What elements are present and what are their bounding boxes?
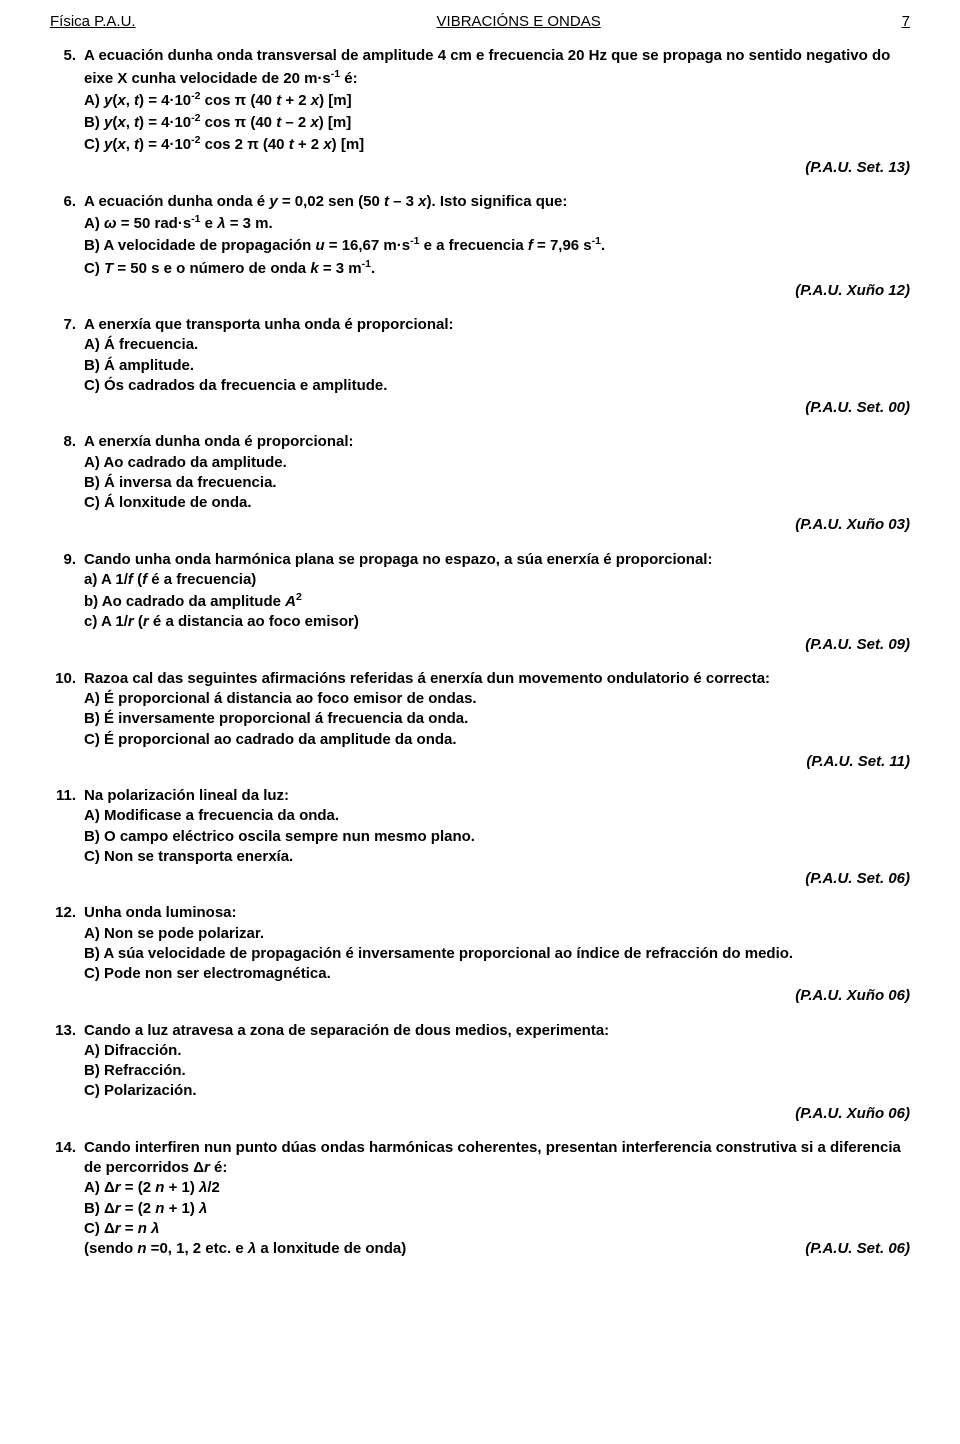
question-number: 10. <box>50 669 84 772</box>
question-number: 12. <box>50 903 84 1006</box>
question-body: A ecuación dunha onda transversal de amp… <box>84 46 910 178</box>
question-source-tag: (P.A.U. Xuño 06) <box>84 986 910 1006</box>
question-option: B) Á inversa da frecuencia. <box>84 473 910 493</box>
question-option: A) ω = 50 rad·s-1 e λ = 3 m. <box>84 212 910 234</box>
question-option: B) É inversamente proporcional á frecuen… <box>84 709 910 729</box>
question-option: C) y(x, t) = 4·10-2 cos 2 π (40 t + 2 x)… <box>84 133 910 155</box>
question: 12.Unha onda luminosa:A) Non se pode pol… <box>50 903 910 1006</box>
question-number: 14. <box>50 1138 84 1260</box>
question-body: A enerxía que transporta unha onda é pro… <box>84 315 910 418</box>
page-header: Física P.A.U. VIBRACIÓNS E ONDAS 7 <box>50 12 910 32</box>
question-text: A ecuación dunha onda transversal de amp… <box>84 46 910 89</box>
question-option: A) y(x, t) = 4·10-2 cos π (40 t + 2 x) [… <box>84 89 910 111</box>
question-option: B) A súa velocidade de propagación é inv… <box>84 944 910 964</box>
question-option: C) Pode non ser electromagnética. <box>84 964 910 984</box>
question-option: A) Δr = (2 n + 1) λ/2 <box>84 1178 910 1198</box>
question-option: A) Á frecuencia. <box>84 335 910 355</box>
question-list: 5.A ecuación dunha onda transversal de a… <box>50 46 910 1259</box>
question: 13.Cando a luz atravesa a zona de separa… <box>50 1021 910 1124</box>
question-body: A enerxía dunha onda é proporcional:A) A… <box>84 432 910 535</box>
question-option: C) T = 50 s e o número de onda k = 3 m-1… <box>84 257 910 279</box>
question-option: B) A velocidade de propagación u = 16,67… <box>84 234 910 256</box>
question-option: A) Non se pode polarizar. <box>84 924 910 944</box>
question-text: Cando a luz atravesa a zona de separació… <box>84 1021 910 1041</box>
question-number: 9. <box>50 550 84 655</box>
question-source-tag: (P.A.U. Set. 00) <box>84 398 910 418</box>
question-option: B) Refracción. <box>84 1061 910 1081</box>
question-source-tag: (P.A.U. Set. 06) <box>805 1239 910 1259</box>
question-text: Cando unha onda harmónica plana se propa… <box>84 550 910 570</box>
question-lastline: (sendo n =0, 1, 2 etc. e λ a lonxitude d… <box>84 1239 910 1259</box>
question: 8.A enerxía dunha onda é proporcional:A)… <box>50 432 910 535</box>
question-body: Na polarización lineal da luz:A) Modific… <box>84 786 910 889</box>
question-option: C) Ós cadrados da frecuencia e amplitude… <box>84 376 910 396</box>
question-body: Unha onda luminosa:A) Non se pode polari… <box>84 903 910 1006</box>
question-body: Razoa cal das seguintes afirmacións refe… <box>84 669 910 772</box>
question-source-tag: (P.A.U. Set. 09) <box>84 635 910 655</box>
question-body: Cando unha onda harmónica plana se propa… <box>84 550 910 655</box>
question-option: c) A 1/r (r é a distancia ao foco emisor… <box>84 612 910 632</box>
question-option: b) Ao cadrado da amplitude A2 <box>84 590 910 612</box>
question-option: B) y(x, t) = 4·10-2 cos π (40 t – 2 x) [… <box>84 111 910 133</box>
header-left: Física P.A.U. <box>50 12 136 32</box>
question-option: C) Polarización. <box>84 1081 910 1101</box>
question-note: (sendo n =0, 1, 2 etc. e λ a lonxitude d… <box>84 1239 406 1259</box>
question-option: C) Non se transporta enerxía. <box>84 847 910 867</box>
question: 11.Na polarización lineal da luz:A) Modi… <box>50 786 910 889</box>
question-option: C) Á lonxitude de onda. <box>84 493 910 513</box>
question-text: Cando interfiren nun punto dúas ondas ha… <box>84 1138 910 1179</box>
question-option: A) É proporcional á distancia ao foco em… <box>84 689 910 709</box>
question-source-tag: (P.A.U. Xuño 12) <box>84 281 910 301</box>
question-number: 7. <box>50 315 84 418</box>
question: 9.Cando unha onda harmónica plana se pro… <box>50 550 910 655</box>
question: 10.Razoa cal das seguintes afirmacións r… <box>50 669 910 772</box>
question: 7.A enerxía que transporta unha onda é p… <box>50 315 910 418</box>
question-body: Cando a luz atravesa a zona de separació… <box>84 1021 910 1124</box>
question-number: 8. <box>50 432 84 535</box>
question: 6.A ecuación dunha onda é y = 0,02 sen (… <box>50 192 910 301</box>
question-number: 11. <box>50 786 84 889</box>
question-source-tag: (P.A.U. Set. 06) <box>84 869 910 889</box>
header-right: 7 <box>902 12 910 32</box>
question-source-tag: (P.A.U. Xuño 06) <box>84 1104 910 1124</box>
question-text: Razoa cal das seguintes afirmacións refe… <box>84 669 910 689</box>
question: 5.A ecuación dunha onda transversal de a… <box>50 46 910 178</box>
question-source-tag: (P.A.U. Set. 11) <box>84 752 910 772</box>
question-source-tag: (P.A.U. Xuño 03) <box>84 515 910 535</box>
question-option: A) Modificase a frecuencia da onda. <box>84 806 910 826</box>
question-text: A ecuación dunha onda é y = 0,02 sen (50… <box>84 192 910 212</box>
question-option: C) É proporcional ao cadrado da amplitud… <box>84 730 910 750</box>
question-number: 13. <box>50 1021 84 1124</box>
question-option: B) Δr = (2 n + 1) λ <box>84 1199 910 1219</box>
header-center: VIBRACIÓNS E ONDAS <box>437 12 601 32</box>
question-source-tag: (P.A.U. Set. 13) <box>84 158 910 178</box>
question-option: a) A 1/f (f é a frecuencia) <box>84 570 910 590</box>
question: 14.Cando interfiren nun punto dúas ondas… <box>50 1138 910 1260</box>
question-text: A enerxía que transporta unha onda é pro… <box>84 315 910 335</box>
question-body: Cando interfiren nun punto dúas ondas ha… <box>84 1138 910 1260</box>
question-option: A) Difracción. <box>84 1041 910 1061</box>
question-option: B) Á amplitude. <box>84 356 910 376</box>
question-option: C) Δr = n λ <box>84 1219 910 1239</box>
question-text: A enerxía dunha onda é proporcional: <box>84 432 910 452</box>
question-number: 6. <box>50 192 84 301</box>
question-text: Na polarización lineal da luz: <box>84 786 910 806</box>
question-text: Unha onda luminosa: <box>84 903 910 923</box>
question-option: A) Ao cadrado da amplitude. <box>84 453 910 473</box>
question-option: B) O campo eléctrico oscila sempre nun m… <box>84 827 910 847</box>
question-number: 5. <box>50 46 84 178</box>
question-body: A ecuación dunha onda é y = 0,02 sen (50… <box>84 192 910 301</box>
